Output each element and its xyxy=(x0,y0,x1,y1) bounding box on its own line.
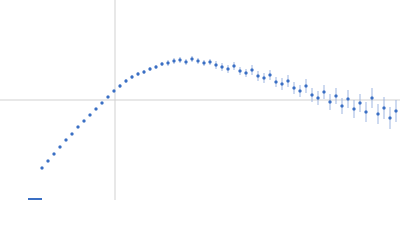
data-point xyxy=(310,93,314,97)
data-point xyxy=(352,107,356,111)
data-point xyxy=(262,76,266,80)
data-point xyxy=(316,96,320,100)
data-point xyxy=(244,71,248,75)
data-point xyxy=(250,68,254,72)
data-point xyxy=(112,89,116,93)
data-point xyxy=(94,107,98,111)
data-point xyxy=(340,104,344,108)
data-point xyxy=(322,90,326,94)
data-point xyxy=(196,59,200,63)
data-point xyxy=(142,70,146,74)
data-point xyxy=(76,125,80,129)
data-point xyxy=(202,61,206,65)
data-point xyxy=(328,100,332,104)
data-point xyxy=(136,72,140,76)
data-point xyxy=(388,116,392,120)
data-point xyxy=(124,79,128,83)
chart xyxy=(0,0,400,200)
data-point xyxy=(52,152,56,156)
data-point xyxy=(334,94,338,98)
data-point xyxy=(298,89,302,93)
data-point xyxy=(172,59,176,63)
data-point xyxy=(232,64,236,68)
data-point xyxy=(46,159,50,163)
data-point xyxy=(376,112,380,116)
data-point xyxy=(346,97,350,101)
data-point xyxy=(370,96,374,100)
data-point xyxy=(184,60,188,64)
legend-marker xyxy=(28,198,42,200)
data-point xyxy=(208,60,212,64)
data-point xyxy=(82,119,86,123)
data-point xyxy=(64,138,68,142)
data-point xyxy=(394,109,398,113)
data-point xyxy=(304,84,308,88)
data-point xyxy=(106,95,110,99)
data-point xyxy=(118,84,122,88)
data-point xyxy=(364,110,368,114)
data-point xyxy=(130,75,134,79)
data-point xyxy=(220,65,224,69)
data-point xyxy=(382,106,386,110)
data-point xyxy=(40,166,44,170)
data-point xyxy=(286,79,290,83)
data-point xyxy=(268,73,272,77)
data-point xyxy=(178,58,182,62)
data-point xyxy=(292,86,296,90)
data-point xyxy=(256,74,260,78)
data-point xyxy=(238,69,242,73)
data-point xyxy=(100,101,104,105)
data-point xyxy=(280,82,284,86)
data-point xyxy=(160,62,164,66)
data-point xyxy=(148,67,152,71)
data-point xyxy=(358,101,362,105)
data-point xyxy=(274,80,278,84)
data-point xyxy=(154,65,158,69)
data-point xyxy=(166,61,170,65)
data-point xyxy=(226,67,230,71)
data-point xyxy=(70,132,74,136)
data-point xyxy=(58,145,62,149)
data-point xyxy=(190,57,194,61)
data-point xyxy=(214,63,218,67)
data-point xyxy=(88,113,92,117)
